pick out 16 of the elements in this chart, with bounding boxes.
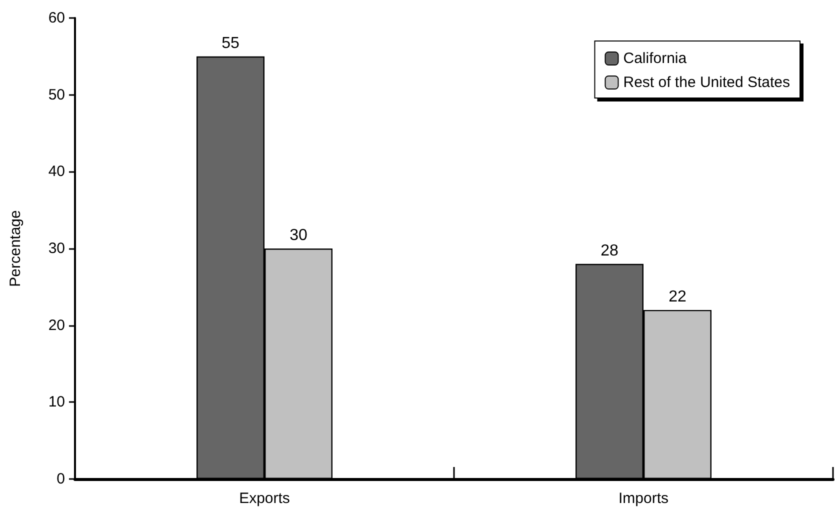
legend-label: California: [623, 50, 688, 67]
y-tick-label: 40: [48, 163, 65, 180]
y-tick-label: 60: [48, 10, 65, 26]
data-label: 55: [222, 34, 240, 52]
x-tick-label: Imports: [618, 490, 669, 507]
y-tick-label: 50: [48, 86, 65, 104]
y-tick-label: 20: [48, 316, 65, 334]
y-tick-label: 10: [48, 394, 65, 411]
data-label: 22: [668, 288, 686, 306]
data-label: 28: [600, 242, 618, 260]
y-tick-label: 30: [48, 240, 65, 257]
y-tick-label: 0: [56, 470, 65, 488]
x-tick-label: Exports: [239, 490, 290, 507]
legend-label: Rest of the United States: [623, 74, 790, 91]
data-label: 30: [290, 227, 308, 244]
y-axis-title: Percentage: [7, 210, 24, 287]
